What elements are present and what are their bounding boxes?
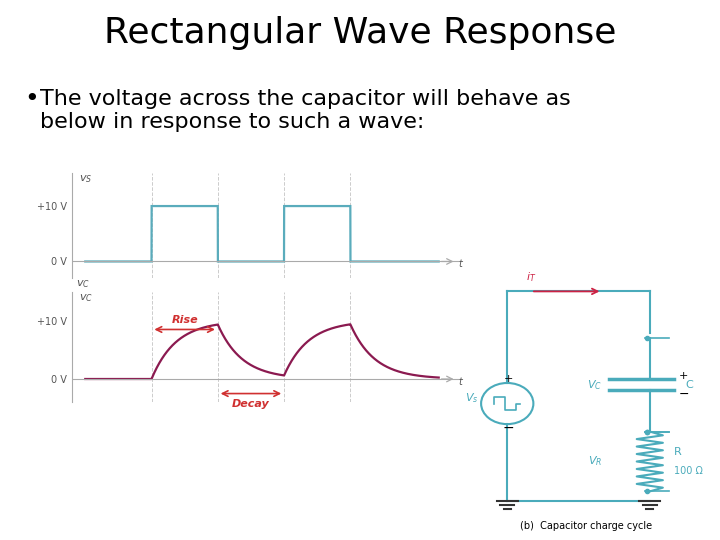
Text: −: − — [503, 421, 514, 435]
Text: $V_C$: $V_C$ — [588, 378, 603, 392]
Text: −: − — [678, 388, 689, 401]
Text: 100 Ω: 100 Ω — [674, 466, 703, 476]
Text: Rise: Rise — [171, 315, 198, 325]
Text: t: t — [459, 259, 462, 269]
Text: Decay: Decay — [232, 400, 270, 409]
Text: $V_R$: $V_R$ — [588, 455, 603, 468]
Text: $v_S$: $v_S$ — [78, 173, 92, 185]
Text: R: R — [674, 447, 681, 457]
Text: $i_T$: $i_T$ — [526, 270, 536, 284]
Text: Rectangular Wave Response: Rectangular Wave Response — [104, 16, 616, 50]
Text: (b)  Capacitor charge cycle: (b) Capacitor charge cycle — [520, 521, 652, 531]
Text: +: + — [678, 370, 688, 381]
Text: •: • — [24, 87, 38, 111]
Text: C: C — [685, 380, 693, 390]
Text: $V_s$: $V_s$ — [465, 391, 478, 405]
Text: t: t — [459, 377, 462, 387]
Text: The voltage across the capacitor will behave as
below in response to such a wave: The voltage across the capacitor will be… — [40, 89, 570, 132]
Text: $v_C$: $v_C$ — [76, 279, 89, 290]
Text: $v_C$: $v_C$ — [78, 292, 93, 304]
Text: +: + — [504, 374, 513, 384]
